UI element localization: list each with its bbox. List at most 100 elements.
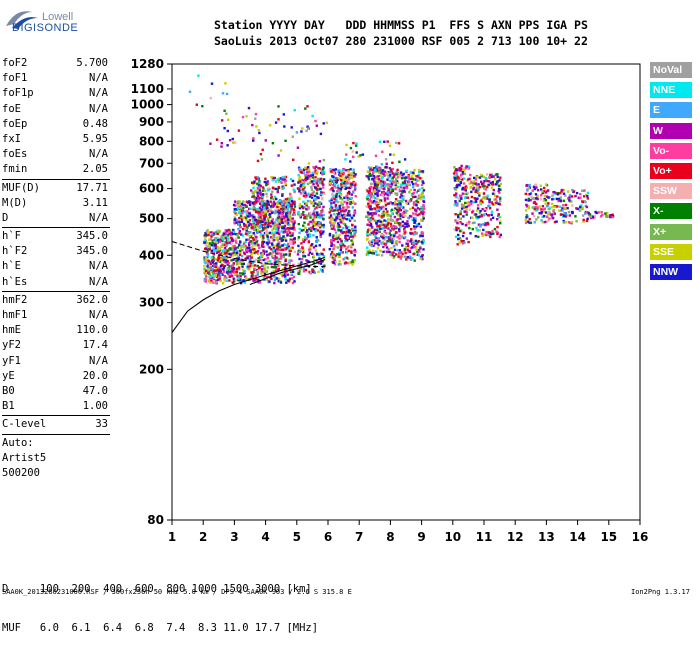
data-point	[349, 197, 353, 200]
data-point	[420, 205, 423, 209]
data-point	[335, 181, 338, 184]
data-point	[380, 233, 383, 237]
data-point	[372, 194, 375, 197]
data-point	[244, 232, 248, 236]
data-point	[203, 256, 206, 259]
data-point	[417, 249, 421, 252]
data-point	[568, 199, 571, 202]
param-value: 20.0	[82, 369, 108, 382]
data-point	[559, 205, 562, 208]
data-point	[379, 199, 383, 202]
data-point	[371, 252, 374, 255]
data-point	[465, 205, 468, 209]
data-point	[251, 123, 254, 127]
data-point	[372, 212, 376, 215]
data-point	[292, 225, 295, 228]
data-point	[535, 218, 538, 221]
data-point	[210, 270, 213, 274]
data-point	[277, 219, 281, 222]
data-point	[468, 226, 471, 230]
data-point	[220, 267, 223, 271]
data-point	[390, 208, 394, 211]
data-point	[343, 178, 347, 181]
data-point	[338, 195, 341, 198]
data-point	[247, 263, 250, 266]
data-point	[484, 176, 487, 180]
data-point	[232, 249, 235, 252]
data-point	[245, 205, 248, 208]
model-curves	[171, 240, 326, 333]
data-point	[348, 176, 352, 179]
data-point	[210, 277, 213, 280]
data-point	[283, 201, 286, 205]
data-point	[567, 190, 570, 193]
data-point	[271, 231, 274, 234]
data-point	[422, 217, 425, 220]
data-point	[227, 228, 230, 232]
data-point	[302, 172, 306, 175]
data-point	[386, 194, 389, 197]
data-point	[350, 246, 353, 249]
param-row: yE 20.0	[2, 369, 110, 384]
data-point	[290, 242, 293, 245]
data-point	[408, 200, 411, 203]
data-point	[370, 244, 373, 248]
data-point	[229, 270, 232, 273]
data-point	[305, 168, 308, 171]
data-point	[329, 255, 332, 259]
data-point	[339, 197, 342, 200]
data-point	[337, 212, 341, 215]
param-name: foEp	[2, 117, 28, 130]
data-point	[238, 221, 241, 224]
data-point	[484, 233, 488, 237]
data-point	[203, 278, 206, 281]
data-point	[417, 189, 420, 192]
data-point	[383, 197, 386, 200]
param-row: D N/A	[2, 211, 110, 226]
data-point	[477, 188, 480, 191]
data-point	[414, 239, 417, 243]
data-point	[537, 216, 540, 219]
data-point	[260, 244, 264, 247]
data-point	[557, 199, 561, 202]
data-point	[204, 243, 208, 247]
data-point	[265, 231, 268, 235]
data-point	[330, 255, 334, 259]
data-point	[236, 246, 239, 249]
data-point	[372, 178, 375, 181]
data-point	[214, 238, 218, 241]
data-point	[346, 181, 349, 184]
data-point	[266, 235, 269, 238]
data-point	[377, 214, 381, 217]
data-point	[266, 181, 270, 184]
data-point	[280, 200, 284, 203]
data-point	[282, 253, 286, 256]
data-point	[251, 195, 254, 198]
data-point	[536, 189, 540, 192]
data-point	[299, 181, 302, 184]
data-point	[495, 183, 498, 186]
data-point	[310, 180, 314, 183]
data-point	[214, 236, 217, 240]
param-name: foF1p	[2, 87, 34, 100]
data-point	[336, 177, 339, 180]
data-point	[378, 224, 381, 228]
data-point	[224, 234, 227, 237]
data-point	[254, 112, 258, 116]
data-point	[228, 233, 231, 236]
data-point	[387, 236, 390, 239]
data-point	[337, 225, 340, 229]
data-point	[466, 204, 470, 208]
data-point	[227, 236, 230, 239]
data-point	[254, 251, 258, 254]
data-point	[313, 179, 316, 182]
data-point	[277, 230, 280, 233]
data-point	[455, 169, 458, 172]
data-point	[405, 202, 408, 205]
data-point	[284, 220, 287, 223]
data-point	[335, 206, 338, 209]
data-point	[456, 219, 459, 222]
data-point	[322, 183, 325, 186]
data-point	[240, 202, 243, 206]
data-point	[234, 239, 237, 242]
